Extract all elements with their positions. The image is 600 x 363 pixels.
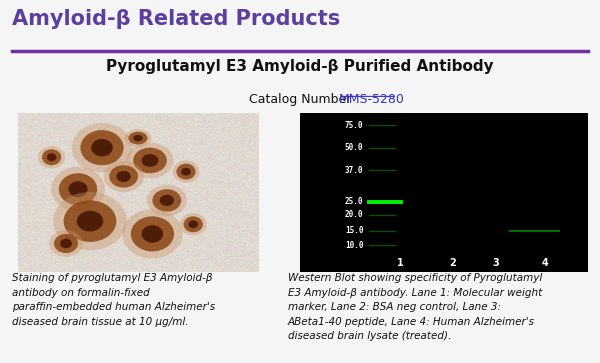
Ellipse shape — [152, 189, 181, 212]
Ellipse shape — [38, 146, 65, 168]
Ellipse shape — [173, 160, 199, 183]
Text: Pyroglutamyl E3 Amyloid-β Purified Antibody: Pyroglutamyl E3 Amyloid-β Purified Antib… — [106, 60, 494, 74]
Ellipse shape — [116, 171, 131, 182]
Ellipse shape — [72, 123, 132, 172]
Ellipse shape — [91, 139, 113, 156]
Text: Western Blot showing specificity of Pyroglutamyl
E3 Amyloid-β antibody. Lane 1: : Western Blot showing specificity of Pyro… — [288, 273, 542, 341]
Ellipse shape — [59, 173, 97, 205]
Text: 25.0: 25.0 — [345, 197, 364, 207]
Text: 37.0: 37.0 — [345, 166, 364, 175]
Ellipse shape — [128, 132, 148, 144]
Text: Catalog Number: Catalog Number — [249, 93, 355, 106]
Text: Amyloid-β Related Products: Amyloid-β Related Products — [12, 9, 340, 29]
Ellipse shape — [125, 129, 151, 147]
Ellipse shape — [64, 200, 116, 242]
Text: 75.0: 75.0 — [345, 121, 364, 130]
Ellipse shape — [184, 216, 203, 232]
Ellipse shape — [49, 230, 83, 257]
Text: Staining of pyroglutamyl E3 Amyloid-β
antibody on formalin-fixed
paraffin-embedd: Staining of pyroglutamyl E3 Amyloid-β an… — [12, 273, 215, 327]
Text: 1: 1 — [397, 258, 404, 268]
Ellipse shape — [133, 135, 143, 141]
Ellipse shape — [131, 216, 174, 252]
Ellipse shape — [109, 165, 138, 188]
Ellipse shape — [142, 154, 158, 167]
Ellipse shape — [77, 211, 103, 232]
Ellipse shape — [142, 225, 163, 243]
Ellipse shape — [160, 195, 174, 206]
Text: 10.0: 10.0 — [345, 241, 364, 250]
Text: 20.0: 20.0 — [345, 210, 364, 219]
Ellipse shape — [53, 192, 127, 250]
Text: MMS-5280: MMS-5280 — [339, 93, 405, 106]
Ellipse shape — [103, 161, 144, 192]
Ellipse shape — [51, 167, 105, 212]
Ellipse shape — [133, 148, 167, 173]
Ellipse shape — [42, 149, 61, 165]
Ellipse shape — [47, 153, 56, 161]
Ellipse shape — [146, 185, 187, 216]
Text: 50.0: 50.0 — [345, 143, 364, 152]
Ellipse shape — [122, 209, 182, 258]
Ellipse shape — [54, 234, 78, 253]
Ellipse shape — [80, 130, 124, 165]
Text: 4: 4 — [541, 258, 548, 268]
Text: 15.0: 15.0 — [345, 226, 364, 235]
Ellipse shape — [60, 239, 72, 248]
Text: 2: 2 — [449, 258, 456, 268]
Ellipse shape — [188, 220, 198, 228]
Ellipse shape — [68, 181, 88, 197]
Text: 3: 3 — [493, 258, 499, 268]
Ellipse shape — [127, 143, 173, 178]
Ellipse shape — [181, 168, 191, 176]
Ellipse shape — [180, 213, 206, 236]
Ellipse shape — [176, 164, 196, 180]
